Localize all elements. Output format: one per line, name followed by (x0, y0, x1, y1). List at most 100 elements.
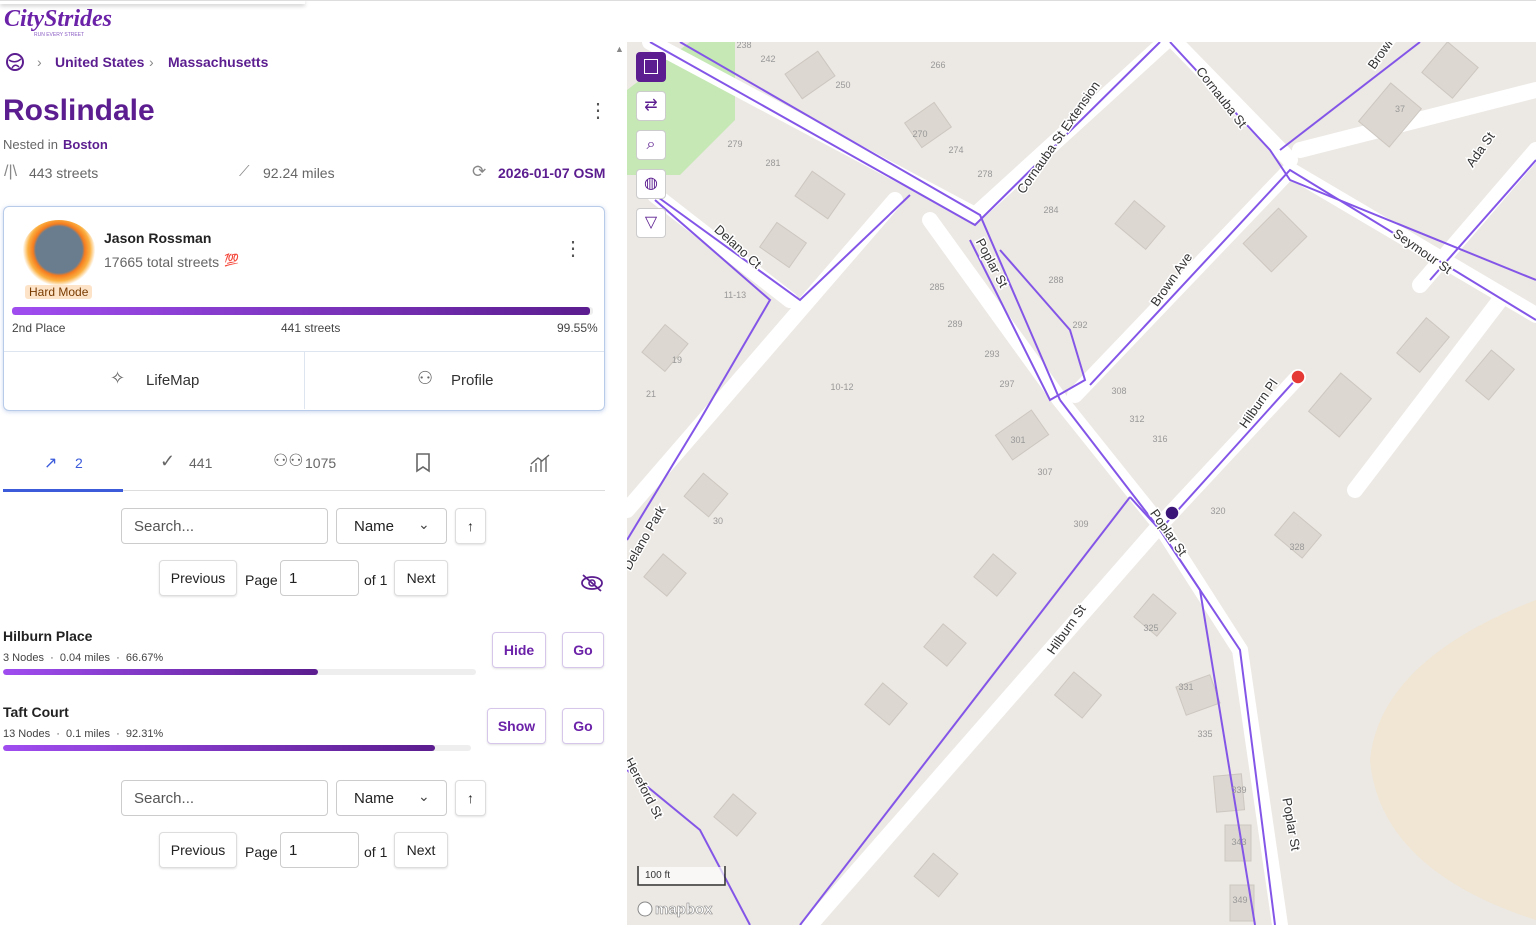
sort-direction[interactable]: ↑ (455, 508, 486, 544)
house-number: 349 (1232, 895, 1247, 905)
house-number: 312 (1129, 414, 1144, 424)
next-button[interactable]: Next (394, 560, 448, 596)
house-number: 250 (835, 80, 850, 90)
chevron: › (37, 54, 42, 70)
streets-icon: /|\ (4, 163, 18, 180)
logo[interactable]: CityStrides (4, 6, 113, 32)
tab[interactable]: 1075 (305, 455, 337, 471)
leader-progress (12, 307, 591, 315)
nested-link[interactable]: Boston (63, 137, 108, 152)
detail: 92.31% (125, 728, 164, 740)
house-number: 281 (765, 158, 780, 168)
house-number: 270 (912, 129, 927, 139)
bookmark-tab[interactable] (414, 452, 434, 474)
page-input[interactable]: 1 (280, 832, 359, 868)
street-track (3, 669, 476, 675)
leader-percent: 99.55% (557, 321, 598, 335)
ruler-icon: ⟋ (239, 163, 250, 180)
house-number: 343 (1231, 837, 1246, 847)
map-style-button[interactable] (636, 52, 666, 82)
street-track (3, 745, 471, 751)
scale-label: 100 ft (645, 870, 670, 881)
tab[interactable]: 2 (75, 455, 83, 471)
toggle-button[interactable]: Hide (492, 632, 546, 668)
page-of: of 1 (364, 572, 388, 588)
lifemap-button[interactable]: LifeMap (146, 372, 200, 389)
separator: · (110, 652, 126, 664)
search-button[interactable]: ⌕ (636, 130, 666, 160)
street-name[interactable]: Hilburn Place (3, 628, 93, 644)
miles: 92.24 miles (263, 165, 335, 181)
toggle-button[interactable]: Show (487, 708, 546, 744)
street-details: 13 Nodes · 0.1 miles · 92.31% (3, 728, 163, 740)
house-number: 316 (1152, 434, 1167, 444)
mapbox-logo[interactable]: mapbox (655, 901, 714, 919)
house-number: 21 (646, 389, 656, 399)
end-marker[interactable] (1290, 369, 1306, 385)
search-input[interactable]: Search... (121, 508, 328, 544)
house-number: 285 (929, 282, 944, 292)
sort-select[interactable]: Name (336, 780, 447, 816)
go-button[interactable]: Go (562, 708, 604, 744)
sync-icon: ⟳ (472, 162, 487, 181)
leader-total: 17665 total streets (104, 254, 220, 270)
sort-select[interactable]: Name (336, 508, 447, 544)
house-number: 307 (1037, 467, 1052, 477)
house-number: 289 (947, 319, 962, 329)
menu-dots[interactable]: ⋮ (563, 238, 583, 260)
menu-dots[interactable]: ⋮ (588, 100, 608, 122)
sand-area (1370, 600, 1536, 920)
select-chevron: ⌄ (418, 788, 430, 804)
people-icon: ⚇⚇ (273, 451, 304, 470)
previous-button[interactable]: Previous (159, 560, 237, 596)
page-input[interactable]: 1 (280, 560, 359, 596)
house-number: 331 (1178, 682, 1193, 692)
leader-name[interactable]: Jason Rossman (104, 230, 212, 246)
sort-direction[interactable]: ↑ (455, 780, 486, 816)
sparkle-icon: ✧ (110, 368, 126, 388)
house-number: 238 (736, 42, 751, 50)
globe-button[interactable]: ◍ (636, 169, 666, 199)
route-button[interactable]: ⇄ (636, 91, 666, 121)
go-button[interactable]: Go (562, 632, 604, 668)
tab[interactable]: 441 (189, 455, 213, 471)
detail: 0.1 miles (65, 728, 111, 740)
house-number: 242 (760, 54, 775, 64)
street-count: 443 streets (29, 165, 99, 181)
avatar[interactable] (22, 220, 96, 286)
previous-button[interactable]: Previous (159, 832, 237, 868)
street-name[interactable]: Taft Court (3, 704, 69, 720)
page-of: of 1 (364, 844, 388, 860)
leader-card (3, 206, 605, 411)
leader-track (12, 307, 593, 315)
page-label: Page (245, 572, 278, 588)
house-number: 266 (930, 60, 945, 70)
house-number: 278 (977, 169, 992, 179)
globe-icon[interactable] (5, 52, 25, 72)
chart-tab[interactable] (529, 452, 551, 474)
breadcrumb-link[interactable]: Massachusetts (168, 54, 269, 70)
detail: 66.67% (125, 652, 164, 664)
house-number: 339 (1231, 785, 1246, 795)
check-icon: ✓ (160, 451, 176, 471)
detail: 3 Nodes (3, 652, 44, 664)
breadcrumb-link[interactable]: United States (55, 54, 145, 70)
hard-mode-badge: Hard Mode (25, 285, 93, 299)
start-marker[interactable] (1164, 505, 1180, 521)
hide-toggle[interactable] (580, 572, 604, 594)
search-input[interactable]: Search... (121, 780, 328, 816)
leader-place: 2nd Place (12, 321, 66, 335)
detail: 0.04 miles (59, 652, 111, 664)
house-number: 284 (1043, 205, 1058, 215)
map-icon (644, 59, 658, 74)
filter-button[interactable]: ▽ (636, 208, 666, 238)
street-progress (3, 745, 435, 751)
house-number: 30 (713, 516, 723, 526)
updated[interactable]: 2026-01-07 OSM (498, 165, 606, 181)
profile-button[interactable]: Profile (451, 372, 494, 389)
separator: · (43, 652, 60, 664)
next-button[interactable]: Next (394, 832, 448, 868)
person-icon: ⚇ (417, 368, 434, 388)
